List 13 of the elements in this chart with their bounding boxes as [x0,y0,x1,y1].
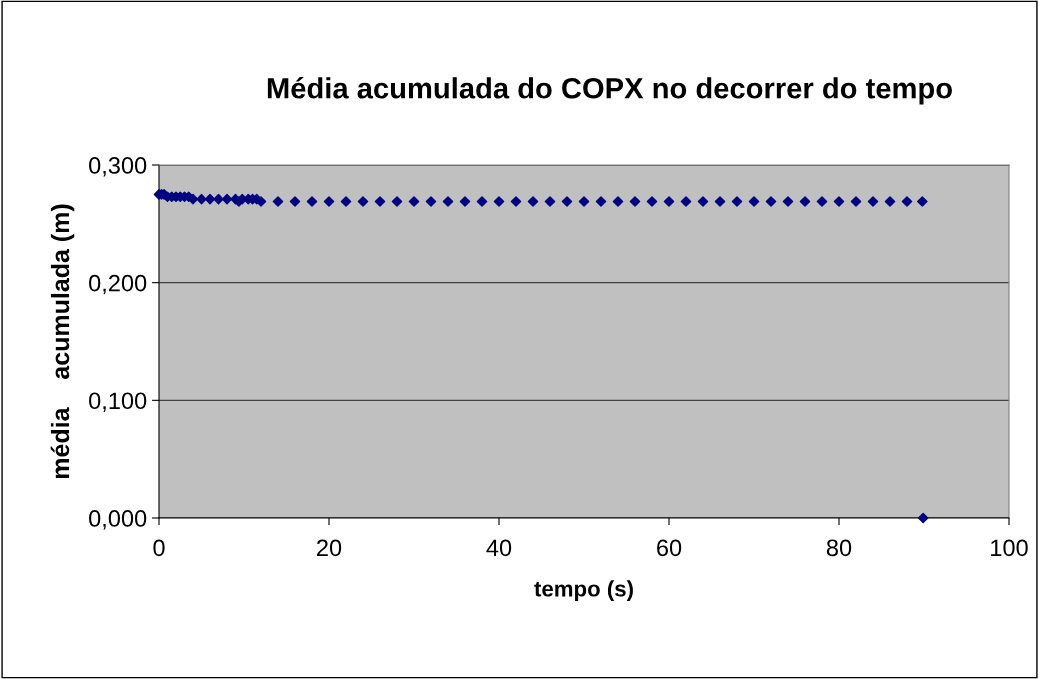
y-tick-label: 0,200 [89,274,147,295]
y-tick-label: 0,000 [89,510,147,530]
chart-title: Média acumulada do COPX no decorrer do tempo [267,76,952,105]
x-tick-label: 100 [991,539,1028,557]
x-axis-title: tempo (s) [534,580,633,601]
x-tick-label: 0 [153,539,165,557]
y-tick-label: 0,300 [89,157,147,177]
y-tick-label: 0,100 [89,392,147,412]
x-tick-label: 80 [826,539,852,557]
x-tick-label: 20 [317,539,342,557]
y-axis-title: média acumulada (m) [50,204,75,479]
x-tick-label: 40 [486,539,512,557]
x-tick-label: 60 [657,539,682,557]
